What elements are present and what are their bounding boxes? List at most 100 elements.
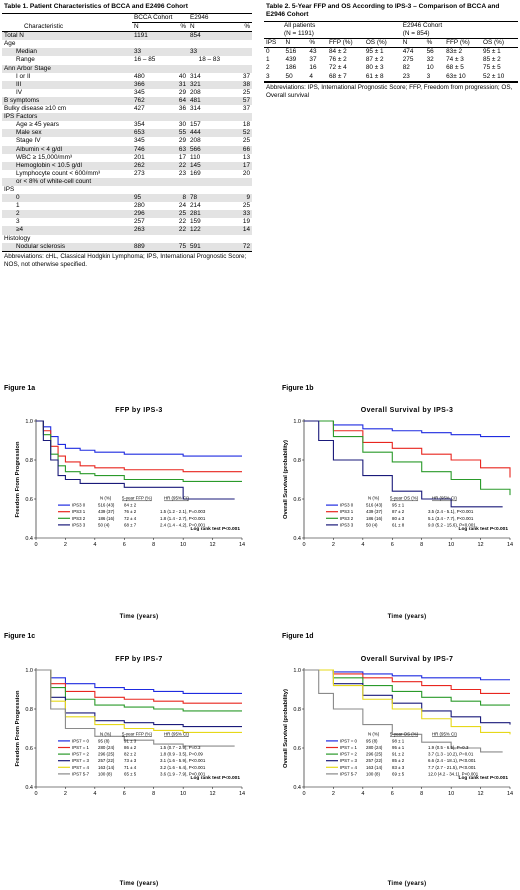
x-tick-label: 2 — [64, 791, 67, 797]
legend-n: 50 (4) — [98, 522, 110, 527]
table1-cell-bcca-pct — [162, 48, 188, 56]
y-axis-label: Freedom From Progression — [15, 690, 21, 766]
table1-cell-e2946-n: 321 — [190, 80, 201, 88]
legend-header-n: N (%) — [100, 731, 112, 736]
table2-caption: Table 2. 5-Year FFP and OS According to … — [264, 2, 518, 22]
table2-abbreviations: Abbreviations: IPS, International Progno… — [264, 81, 518, 101]
table1-cell-bcca-n: 262 — [134, 161, 145, 169]
x-tick-label: 0 — [34, 791, 37, 797]
table1-cell-bcca-n: 273 — [134, 169, 145, 177]
table1-cell-e2946-n — [188, 40, 222, 48]
table1-row: WBC ≥ 15,000/mm³ 201 17 110 13 — [2, 154, 252, 162]
legend-rate: 91 ± 2 — [392, 752, 405, 757]
table1-row: Ann Arbor Stage — [2, 64, 252, 73]
legend-header-rate: 5-year OS (%) — [390, 731, 419, 736]
legend-hr: 3.1 (1.6 - 5.9), P<0.001 — [160, 758, 206, 763]
x-tick-label: 6 — [391, 791, 394, 797]
table2-cell: 275 — [402, 56, 414, 64]
table1-cell-bcca-pct — [162, 178, 188, 186]
table2-col-header: FFP (%) — [444, 38, 482, 49]
table2-cell: 0 — [266, 48, 270, 56]
y-tick-label: 0.8 — [25, 707, 33, 713]
table2-cell: 63± 10 — [444, 72, 482, 82]
table1-col-header: N — [132, 22, 162, 33]
table2-cell: 474 — [402, 48, 414, 56]
table1-row: 1 280 24 214 25 — [2, 202, 252, 210]
legend-header-rate: 5-year FFP (%) — [122, 496, 152, 501]
figure-1a-label: Figure 1a — [4, 385, 36, 392]
legend-n: 280 (24) — [366, 745, 383, 750]
table1-cell-bcca-pct: 24 — [178, 202, 186, 210]
table1-cell-bcca-pct — [162, 40, 188, 48]
legend-n: 296 (25) — [98, 752, 115, 757]
legend-label: IPS7 = 1 — [340, 745, 358, 750]
table1-row: Age ≥ 45 years 354 30 157 18 — [2, 121, 252, 129]
legend-rate: 61 ± 8 — [392, 522, 405, 527]
legend-header-n: N (%) — [368, 731, 380, 736]
table1-cell-bcca-pct — [162, 56, 188, 64]
table1-row: Total N 1191 854 — [2, 31, 252, 41]
table2-cell: 516 — [285, 48, 297, 56]
table1-cell-label: III — [16, 80, 22, 88]
table1-row: B symptoms 762 64 481 57 — [2, 96, 252, 106]
table1-cell-bcca-n: 366 — [134, 80, 145, 88]
table2-group2-sub: (N = 854) — [402, 30, 430, 38]
table1-cell-e2946-n — [188, 113, 222, 121]
table1-cell-e2946-pct: 18 — [242, 121, 250, 129]
table1-cell-bcca-n — [132, 178, 162, 186]
legend-rate: 86 ± 2 — [124, 745, 137, 750]
table1-cell-bcca-pct: 22 — [178, 226, 186, 234]
table2-cell: 76 ± 2 — [328, 56, 347, 64]
y-tick-label: 1.0 — [293, 419, 301, 425]
x-tick-label: 4 — [93, 542, 96, 548]
table1-cell-bcca-pct: 64 — [178, 96, 186, 104]
table1-row: IPS — [2, 186, 252, 194]
table1-cell-e2946-n: 110 — [190, 153, 201, 161]
table1-cell-bcca-pct — [162, 65, 188, 73]
table1-cohort-bcca: BCCA Cohort — [132, 14, 188, 24]
table1-cell-e2946-n: 854 — [190, 32, 201, 40]
legend-header-hr: HR (95% CI) — [432, 731, 457, 736]
table1-cell-e2946-pct: 37 — [242, 72, 250, 80]
table1-row: Median 33 33 — [2, 48, 252, 57]
x-tick-label: 8 — [420, 542, 423, 548]
table2-cell: 68 ± 5 — [446, 64, 464, 72]
table1-cell-bcca-pct: 40 — [178, 72, 186, 80]
series-line-4 — [36, 669, 242, 733]
table2-cell: 10 — [426, 64, 434, 72]
legend-hr: 3.2 (1.6 - 6.4), P<0.001 — [160, 765, 206, 770]
table1-cell-e2946-n: 314 — [190, 72, 201, 80]
figure-1a-chart: FFP by IPS-3 0 2 4 6 8 10 12 14 0.4 0.6 0.8 1.0 Freed… — [15, 407, 245, 620]
series-line-1 — [304, 669, 510, 694]
table1-cell-e2946-n: 159 — [190, 218, 201, 226]
table2-col-header: OS (%) — [481, 38, 518, 49]
table1-cohort-row: BCCA Cohort E2946 — [2, 14, 252, 24]
table2-col-header: % — [307, 38, 327, 49]
legend-label: IPS7 = 0 — [340, 738, 358, 743]
x-tick-label: 0 — [34, 542, 37, 548]
table1-cell-bcca-pct: 63 — [178, 145, 186, 153]
table1-cell-label: IPS Factors — [4, 113, 38, 121]
legend-n: 95 (8) — [366, 738, 378, 743]
table1-header-row: Characteristic N % N % — [2, 22, 252, 33]
legend-rate: 71 ± 4 — [124, 765, 137, 770]
table2-cell: 23 — [400, 72, 425, 82]
table1-cell-e2946-n: 281 — [190, 210, 201, 218]
table1-cell-bcca-n: 345 — [134, 137, 145, 145]
table2-cell: 4 — [307, 72, 327, 82]
table1-cell-e2946-pct: 52 — [242, 129, 250, 137]
figure-1c-chart: FFP by IPS-7 0 2 4 6 8 10 12 14 0.4 0.6 0.8 1.0 Freed… — [15, 656, 245, 887]
x-axis-label: Time (years) — [388, 881, 427, 887]
table1-cell-label: Histology — [4, 234, 31, 242]
y-tick-label: 0.4 — [293, 536, 301, 542]
legend-label: IPS3 3 — [72, 522, 86, 527]
x-tick-label: 0 — [302, 791, 305, 797]
table1-cell-e2946-pct — [222, 56, 252, 64]
legend-header-n: N (%) — [100, 496, 112, 501]
table1-row: Bulky disease ≥10 cm 427 36 314 37 — [2, 105, 252, 113]
legend-n: 257 (22) — [366, 758, 383, 763]
table1-cell-bcca-pct: 36 — [178, 105, 186, 113]
logrank-text: Log rank test P<0.001 — [191, 775, 241, 781]
table1-cell-bcca-n — [132, 40, 162, 48]
table2-cell: 2 — [266, 64, 270, 72]
